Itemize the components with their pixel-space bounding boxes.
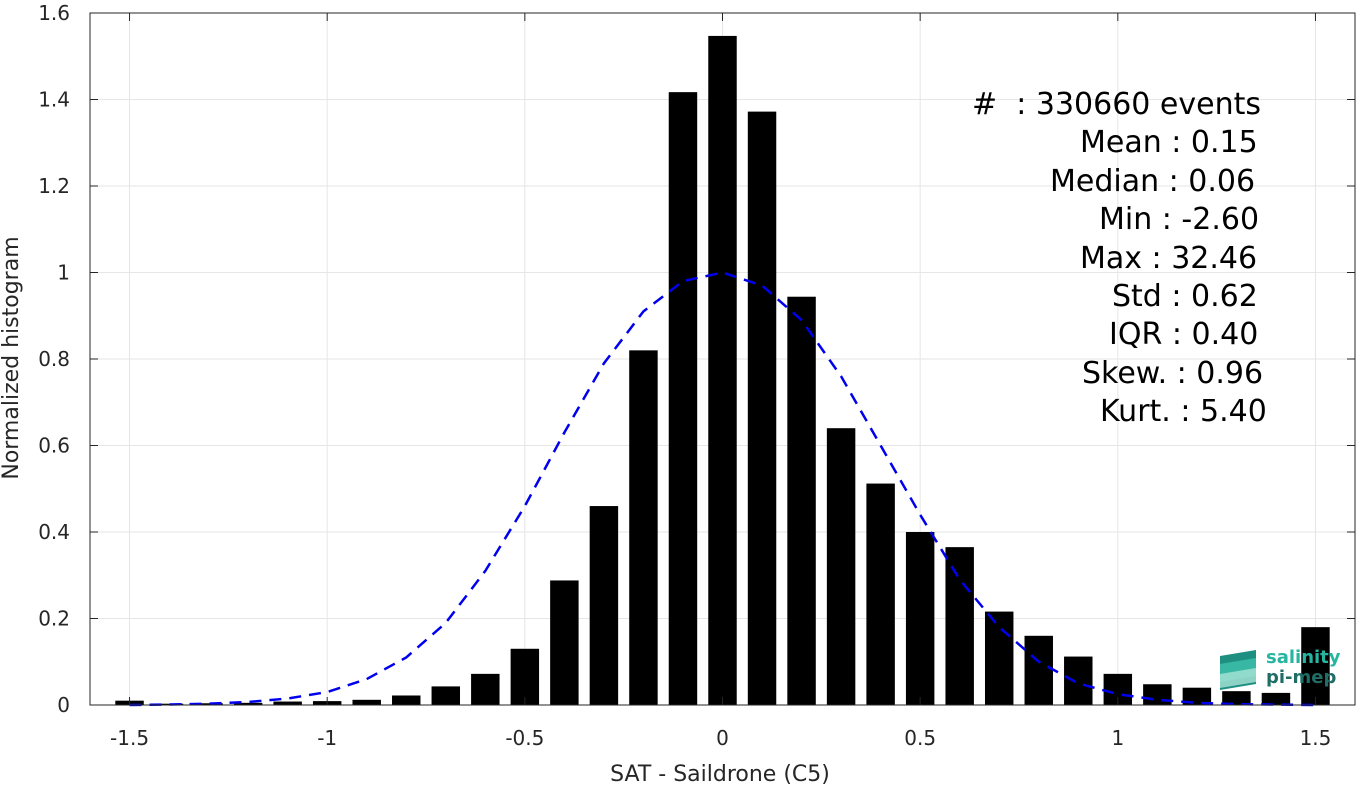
histogram-bar <box>392 695 421 705</box>
stat-mean: Mean : 0.15 <box>1080 125 1258 161</box>
x-tick-label: 1.5 <box>1300 726 1332 750</box>
x-tick-label: -1 <box>317 726 337 750</box>
y-tick-label: 1 <box>57 261 70 285</box>
histogram-bar <box>1261 692 1291 705</box>
logo-wave-icon <box>1220 650 1256 690</box>
y-tick-label: 1.4 <box>38 88 70 112</box>
histogram-bar <box>550 580 579 705</box>
x-tick-label: -0.5 <box>505 726 544 750</box>
histogram-bar <box>194 703 223 705</box>
stat-iqr: IQR : 0.40 <box>1109 317 1259 353</box>
statistics-annotation: # : 330660 events Mean : 0.15 Median : 0… <box>900 86 1290 432</box>
logo-line1: salinity <box>1266 647 1341 668</box>
x-tick-label: 0.5 <box>904 726 936 750</box>
histogram-bar <box>273 701 302 705</box>
stat-median: Median : 0.06 <box>1050 163 1256 199</box>
histogram-bar <box>1064 656 1093 705</box>
stat-count: # : 330660 events <box>972 87 1261 122</box>
histogram-bar <box>984 611 1014 705</box>
stat-min: Min : -2.60 <box>1099 202 1260 238</box>
histogram-bar <box>787 296 816 705</box>
y-axis-label: Normalized histogram <box>0 236 24 479</box>
y-tick-label: 0.8 <box>38 347 70 371</box>
histogram-bar <box>945 547 974 705</box>
histogram-bar <box>826 428 856 705</box>
histogram-bar <box>471 673 500 705</box>
x-tick-label: 1 <box>1111 726 1124 750</box>
stat-kurt: Kurt. : 5.40 <box>1100 394 1267 430</box>
histogram-bar <box>233 702 263 705</box>
histogram-bar <box>1143 684 1172 705</box>
histogram-bar <box>1182 687 1212 705</box>
histogram-bar <box>510 648 540 705</box>
histogram-bar <box>747 111 777 706</box>
y-tick-label: 1.6 <box>38 1 70 25</box>
y-tick-label: 1.2 <box>38 174 70 198</box>
histogram-bar <box>1024 635 1053 705</box>
y-tick-label: 0.4 <box>38 520 70 544</box>
x-tick-label: 0 <box>716 726 729 750</box>
y-axis-ticks: 0 0.2 0.4 0.6 0.8 1 1.2 1.4 1.6 <box>38 1 1355 717</box>
x-axis-ticks: -1.5 -1 -0.5 0 0.5 1 1.5 <box>110 13 1331 750</box>
logo-text: salinity pi-mep <box>1266 648 1341 688</box>
y-tick-label: 0 <box>57 693 70 717</box>
x-tick-label: -1.5 <box>110 726 149 750</box>
y-tick-label: 0.6 <box>38 434 70 458</box>
histogram-bar <box>154 703 184 705</box>
x-axis-label: SAT - Saildrone (C5) <box>610 762 830 785</box>
y-tick-label: 0.2 <box>38 607 70 631</box>
histogram-bars <box>115 35 1330 706</box>
histogram-bar <box>866 483 895 705</box>
histogram-bar <box>589 506 619 705</box>
histogram-bar <box>629 350 658 705</box>
salinity-pimep-logo: salinity pi-mep <box>1216 646 1356 696</box>
histogram-bar <box>708 35 737 706</box>
histogram-bar <box>1301 627 1330 705</box>
stat-std: Std : 0.62 <box>1112 279 1258 315</box>
logo-line2: pi-mep <box>1266 667 1337 688</box>
histogram-bar <box>352 699 381 705</box>
histogram-bar <box>905 532 935 705</box>
histogram-bar <box>1222 691 1251 705</box>
stat-skew: Skew. : 0.96 <box>1082 355 1264 391</box>
histogram-bar <box>668 92 698 705</box>
stat-max: Max : 32.46 <box>1080 240 1258 276</box>
histogram-bar <box>431 686 461 705</box>
